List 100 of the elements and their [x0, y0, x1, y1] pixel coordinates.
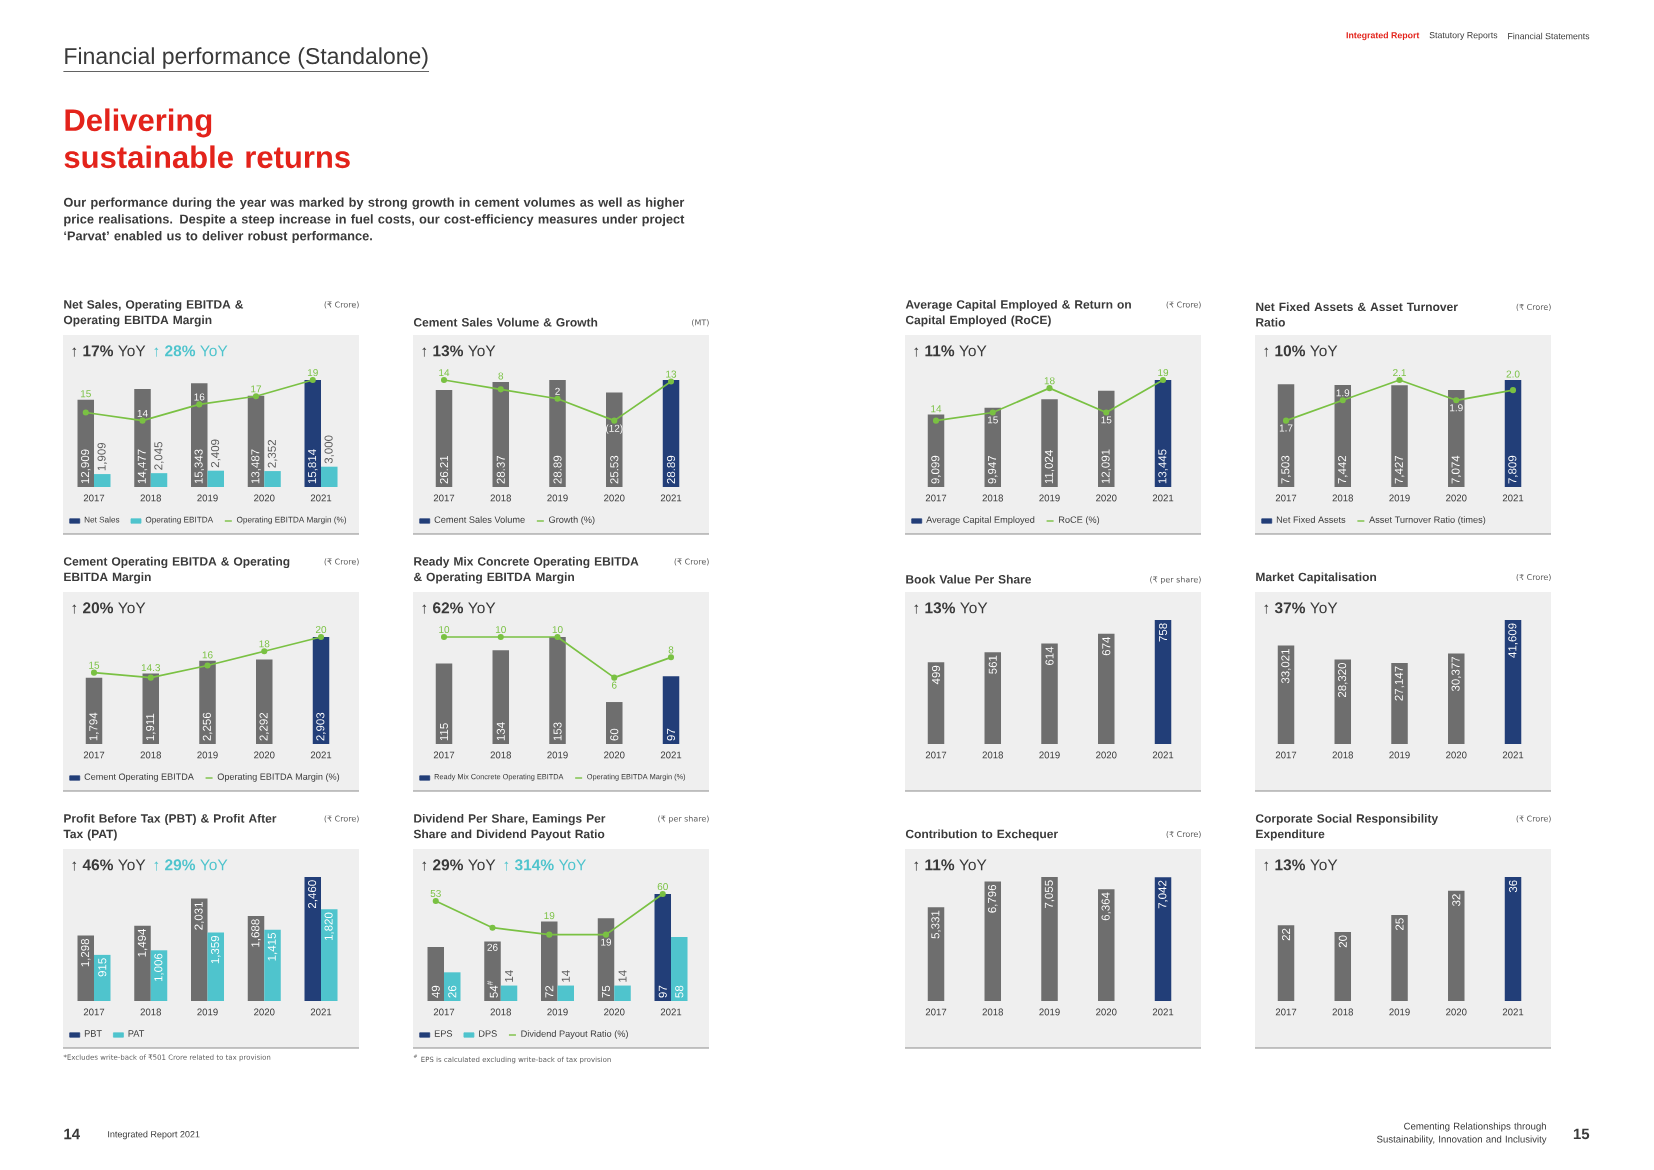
data-label: 15,814 — [308, 449, 318, 484]
text: ↑ 11% YoY — [914, 859, 987, 871]
data-label: 7,042 — [1158, 880, 1168, 909]
point — [1159, 376, 1167, 384]
legend-label: DPS — [479, 1030, 497, 1037]
data-label: 134 — [496, 722, 505, 741]
point — [497, 386, 504, 393]
x-tick-label: 2018 — [1332, 1008, 1354, 1016]
data-label: 41,609 — [1508, 623, 1518, 658]
chart-subtitle: (₹ Crore) — [1516, 815, 1551, 823]
bar — [207, 932, 225, 1001]
text: ↑ 37% YoY — [1264, 602, 1338, 614]
data-label: 22 — [1282, 928, 1291, 941]
data-label: 19 — [601, 938, 612, 946]
bar — [1448, 890, 1465, 1001]
x-tick-label: 2019 — [197, 1008, 218, 1016]
point — [932, 417, 940, 424]
legend-label: PAT — [128, 1030, 145, 1037]
chart-subtitle: (₹ Crore) — [324, 558, 359, 566]
bar — [142, 673, 159, 744]
data-label: 16 — [202, 651, 213, 659]
x-tick-label: 2017 — [433, 1008, 455, 1016]
data-label: 2 — [555, 387, 560, 395]
x-tick-label: 2017 — [925, 751, 947, 759]
text: ↑ 13% YoY — [1264, 859, 1338, 871]
data-label: 1,359 — [211, 935, 221, 964]
chart-title: Ready Mix Concrete Operating EBITDA & Operating EBITDA Margin — [413, 556, 639, 584]
bar — [984, 407, 1002, 487]
data-label: 13,445 — [1158, 449, 1168, 484]
x-tick-label: 2020 — [1096, 1008, 1117, 1016]
text: ↑ 17% YoY — [72, 345, 146, 357]
data-label: 19 — [307, 369, 318, 377]
bar — [312, 636, 330, 744]
text: ↑ 62% YoY — [422, 602, 496, 614]
data-label: 15 — [89, 661, 100, 669]
x-tick-label: 2021 — [1152, 751, 1174, 759]
data-label: 15 — [80, 390, 91, 398]
chart-title: Cement Sales Volume & Growth — [413, 317, 598, 327]
bar — [94, 954, 111, 1001]
data-label: 49 — [431, 985, 440, 998]
data-label: 11,024 — [1044, 450, 1055, 484]
data-label: 2,409 — [211, 439, 221, 468]
x-tick-label: 2021 — [660, 494, 682, 502]
point — [1046, 385, 1053, 392]
x-tick-label: 2020 — [1446, 494, 1467, 502]
data-label: 153 — [553, 722, 562, 741]
chart-title: Market Capitalisation — [1256, 572, 1377, 584]
x-tick-label: 2017 — [433, 751, 455, 759]
text: ↑ 29% YoY — [154, 859, 228, 871]
x-tick-label: 2020 — [604, 1008, 625, 1016]
bar — [1391, 663, 1408, 744]
data-label: 6,796 — [988, 884, 998, 913]
bar — [1334, 659, 1352, 744]
bar — [492, 381, 510, 487]
text: Our performance during the year was marked by strong growth in cement volumes as well as higher price realisations. Despite a steep increase in fuel costs, our cost-efficiency measures under project ‘Parvat’ enabled us to deliver robust performance. — [63, 197, 685, 243]
text: ↑ 46% YoY — [72, 859, 146, 871]
bar — [1504, 619, 1522, 744]
x-tick-label: 2021 — [1502, 751, 1524, 759]
bar — [1098, 390, 1115, 487]
chart-title: Corporate Social Responsibility Expenditure — [1255, 813, 1439, 841]
data-label: 33,021 — [1281, 649, 1291, 684]
point — [667, 378, 675, 385]
data-label: 10 — [495, 626, 506, 634]
bar — [1391, 914, 1408, 1001]
point — [1396, 376, 1403, 384]
bar — [1504, 380, 1522, 487]
x-tick-label: 2017 — [83, 1008, 105, 1016]
data-label: 14 — [137, 409, 148, 417]
data-label: 758 — [1158, 623, 1168, 642]
x-tick-label: 2020 — [254, 751, 275, 759]
data-label: 7,442 — [1338, 455, 1348, 484]
data-label: 1,494 — [137, 928, 148, 957]
data-label: 26 — [448, 985, 457, 998]
chart-subtitle: (₹ per share) — [1150, 576, 1201, 585]
x-tick-label: 2018 — [982, 494, 1004, 502]
bar — [1041, 399, 1058, 487]
point — [82, 409, 89, 416]
chart-subtitle: (₹ per share) — [658, 815, 709, 824]
data-label: 2,292 — [259, 712, 270, 741]
bar — [150, 473, 168, 487]
bar — [549, 380, 566, 487]
x-tick-label: 2019 — [1389, 751, 1410, 759]
x-tick-label: 2017 — [1275, 494, 1297, 502]
x-tick-label: 2020 — [1096, 494, 1117, 502]
data-label: 13,487 — [251, 449, 261, 484]
point — [554, 395, 561, 402]
x-tick-label: 2020 — [604, 751, 625, 759]
chart-subtitle: (₹ Crore) — [324, 301, 359, 309]
x-tick-label: 2019 — [547, 1008, 568, 1016]
data-label: 18 — [1044, 377, 1055, 385]
text: Delivering sustainable returns — [64, 108, 350, 169]
point — [989, 409, 996, 416]
data-label: 16 — [194, 393, 205, 401]
data-label: 15 — [1101, 416, 1112, 424]
legend-label: Growth (%) — [549, 516, 595, 525]
x-tick-label: 2020 — [254, 494, 275, 502]
bar — [85, 677, 103, 744]
data-label: 25.53 — [610, 455, 619, 484]
x-tick-label: 2017 — [1275, 751, 1297, 759]
bar — [927, 662, 945, 744]
